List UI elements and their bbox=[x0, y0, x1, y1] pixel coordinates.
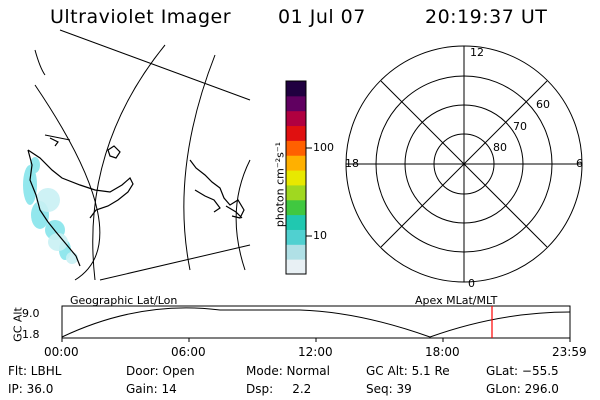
geographic-coords-label: Geographic Lat/Lon bbox=[70, 294, 178, 307]
colorbar-cell bbox=[286, 199, 306, 216]
colorbar-cell bbox=[286, 140, 306, 156]
colorbar-cell bbox=[286, 259, 306, 275]
polar-mlt-18: 18 bbox=[345, 157, 359, 170]
geo-lat-info: GLat: −55.5 bbox=[486, 364, 559, 378]
mode-info: Mode: Normal bbox=[246, 364, 330, 378]
time-tick-1800: 18:00 bbox=[425, 345, 460, 359]
colorbar-cell bbox=[286, 95, 306, 112]
colorbar-cell bbox=[286, 244, 306, 260]
polar-mlt-0: 0 bbox=[468, 277, 475, 290]
altitude-tick-max: 9.0 bbox=[22, 307, 40, 320]
time-tick-1200: 12:00 bbox=[298, 345, 333, 359]
colorbar-cell bbox=[286, 184, 306, 201]
colorbar-frame bbox=[285, 80, 307, 275]
lat-lon-grid bbox=[34, 29, 251, 281]
polar-diagonal-b bbox=[380, 80, 548, 248]
time-tick-0000: 00:00 bbox=[44, 345, 79, 359]
date-label: 01 Jul 07 bbox=[278, 6, 366, 28]
altitude-tick-min: 1.8 bbox=[22, 328, 40, 341]
time-tick-2359: 23:59 bbox=[552, 345, 587, 359]
time-label: 20:19:37 UT bbox=[425, 6, 548, 28]
instrument-title: Ultraviolet Imager bbox=[50, 6, 232, 28]
colorbar-cell bbox=[286, 110, 306, 127]
geo-lon-info: GLon: 296.0 bbox=[486, 382, 559, 396]
sequence-info: Seq: 39 bbox=[366, 382, 412, 396]
colorbar-tick-label-100: 100 bbox=[313, 141, 334, 154]
apex-coords-label: Apex MLat/MLT bbox=[415, 294, 498, 307]
gain-info: Gain: 14 bbox=[126, 382, 177, 396]
colorbar-cell bbox=[286, 155, 306, 171]
polar-lat-80: 80 bbox=[493, 141, 507, 154]
coastlines bbox=[27, 137, 245, 267]
colorbar-cell bbox=[286, 214, 306, 230]
polar-lat-60: 60 bbox=[536, 98, 550, 111]
colorbar-cell bbox=[286, 125, 306, 141]
dsp-info: Dsp: 2.2 bbox=[246, 382, 312, 396]
ip-info: IP: 36.0 bbox=[8, 382, 54, 396]
polar-mlt-6: 6 bbox=[576, 157, 583, 170]
colorbar-cell bbox=[286, 229, 306, 245]
colorbar-cell bbox=[286, 170, 306, 186]
door-info: Door: Open bbox=[126, 364, 195, 378]
polar-mlt-12: 12 bbox=[470, 46, 484, 59]
gc-altitude-info: GC Alt: 5.1 Re bbox=[366, 364, 450, 378]
altitude-curve bbox=[61, 307, 571, 338]
polar-lat-70: 70 bbox=[513, 120, 527, 133]
time-tick-0600: 06:00 bbox=[171, 345, 206, 359]
filter-info: Flt: LBHL bbox=[8, 364, 62, 378]
colorbar-cell bbox=[286, 81, 306, 97]
colorbar-tick-label-10: 10 bbox=[313, 229, 327, 242]
